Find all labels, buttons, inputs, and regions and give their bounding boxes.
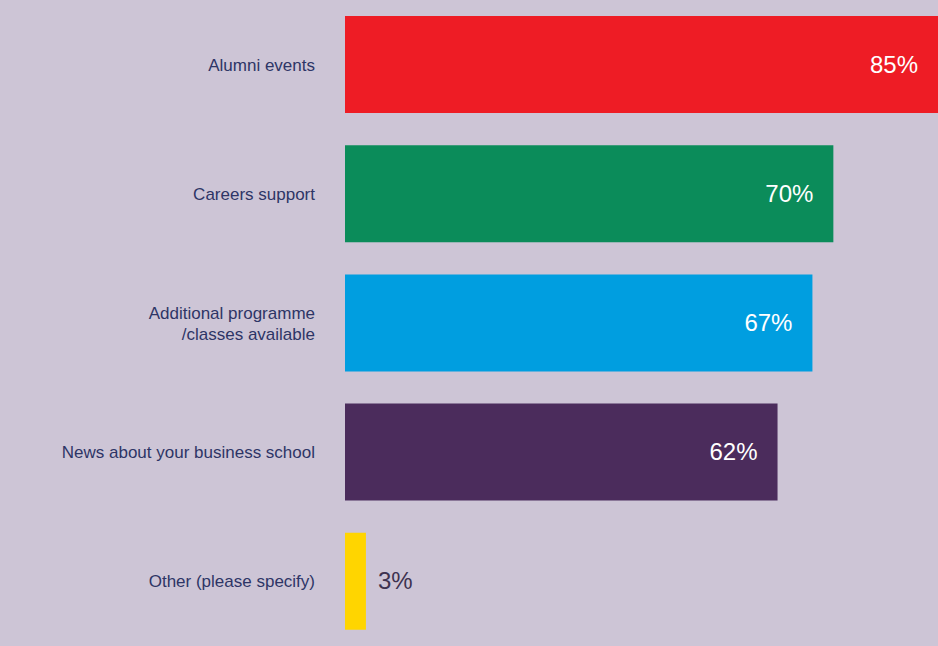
svg-text:3%: 3% xyxy=(378,567,413,594)
svg-text:Careers support: Careers support xyxy=(193,185,315,204)
svg-text:Other (please specify): Other (please specify) xyxy=(149,572,315,591)
svg-text:Additional programme/classes a: Additional programme/classes available xyxy=(149,304,315,344)
svg-text:News about your business schoo: News about your business school xyxy=(62,443,315,462)
svg-text:62%: 62% xyxy=(709,438,757,465)
svg-text:85%: 85% xyxy=(870,51,918,78)
svg-text:70%: 70% xyxy=(765,180,813,207)
svg-text:Alumni events: Alumni events xyxy=(208,56,315,75)
svg-text:67%: 67% xyxy=(744,309,792,336)
